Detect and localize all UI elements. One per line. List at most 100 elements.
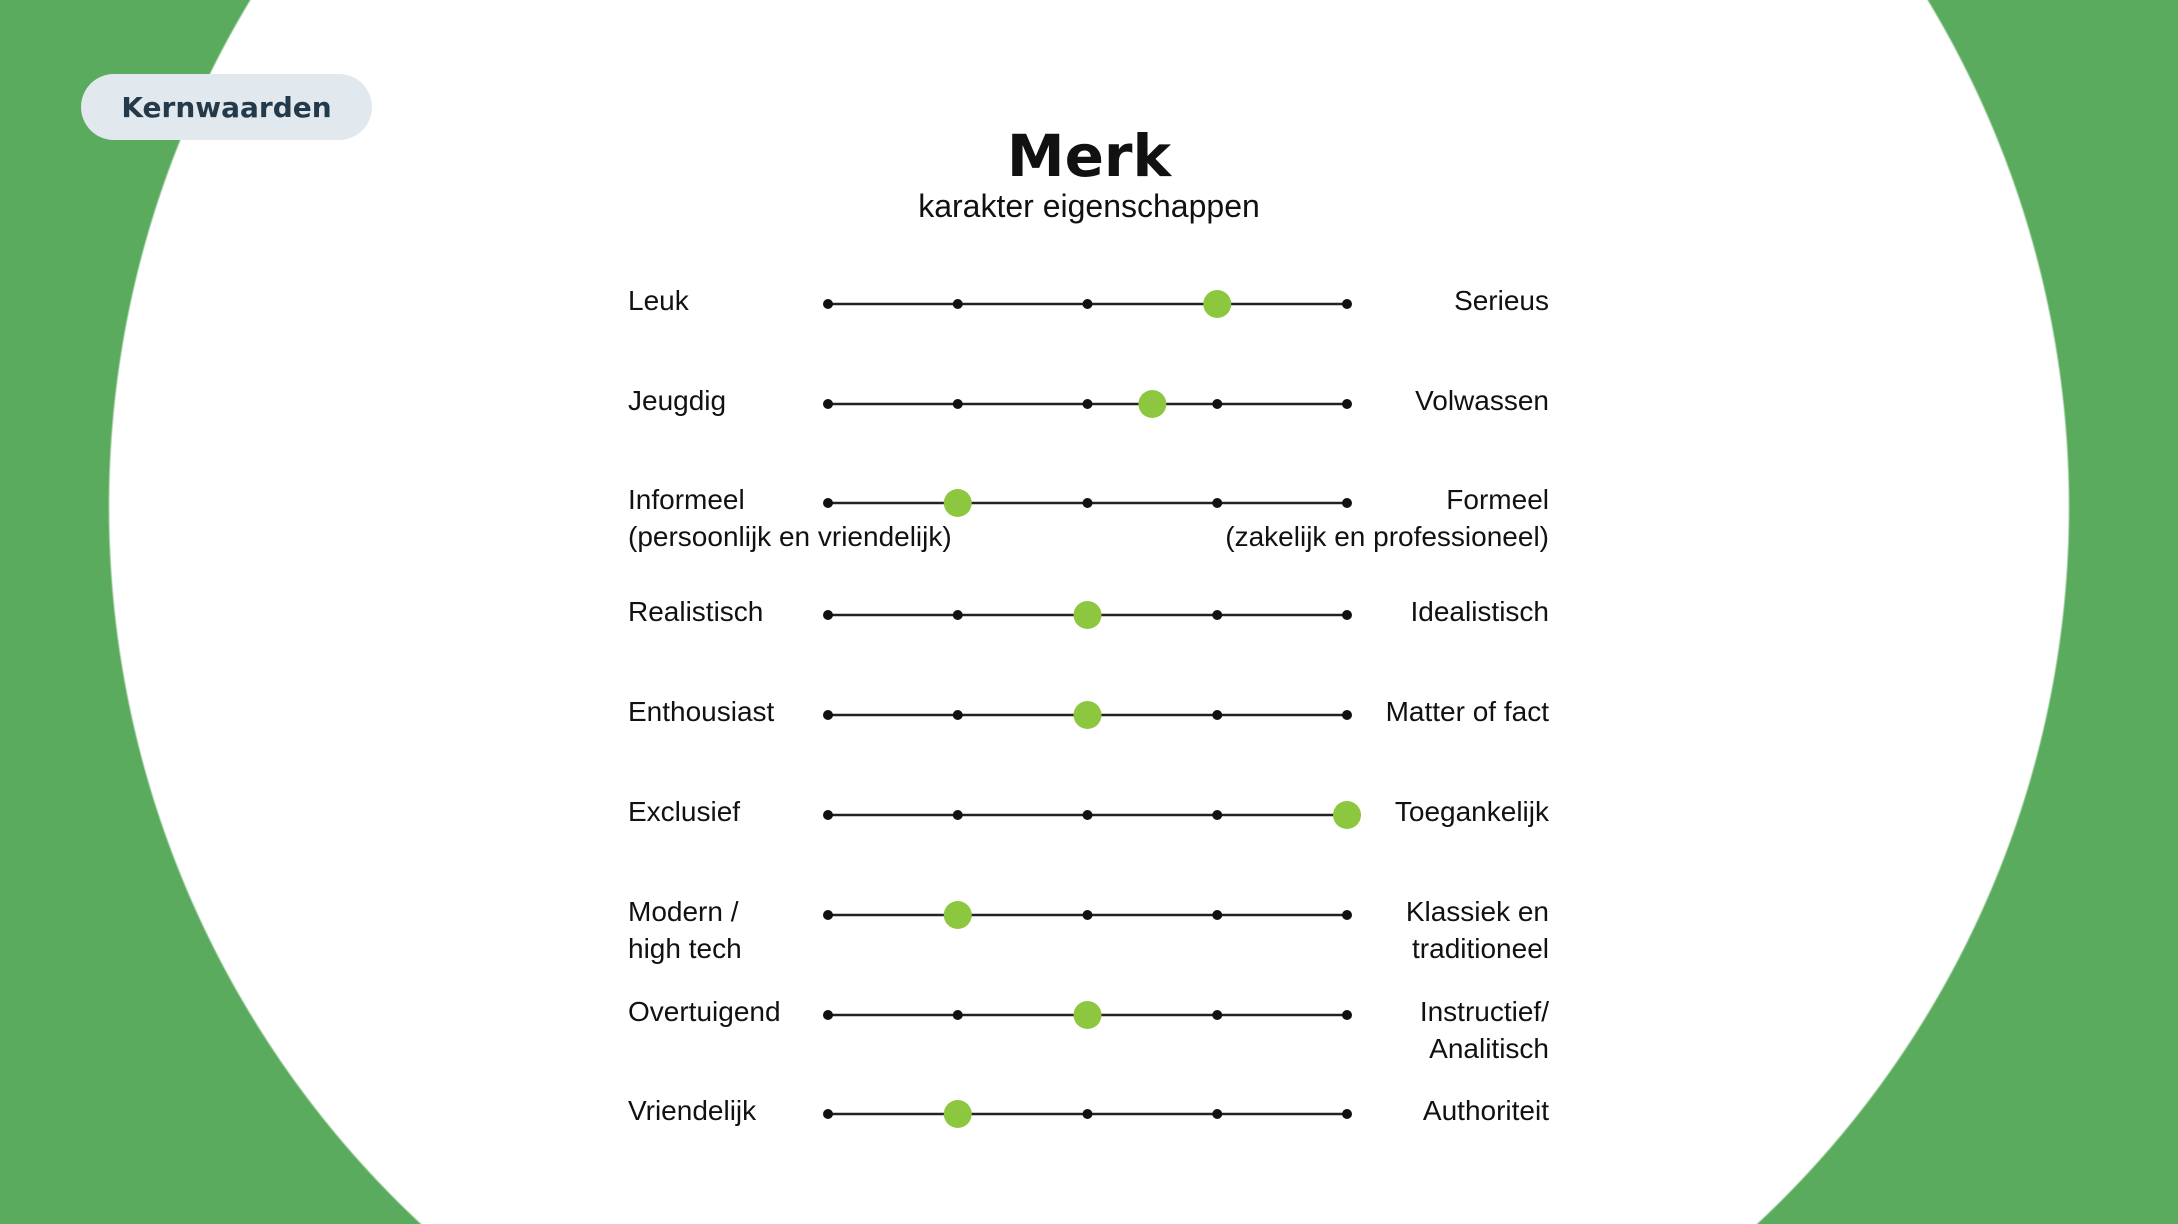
left-label-main: Overtuigend <box>628 996 781 1027</box>
scale-tick <box>952 399 963 409</box>
scale-tick <box>823 610 833 620</box>
left-label-main: Modern / <box>628 896 739 927</box>
right-label-sub: (zakelijk en professioneel) <box>1225 521 1549 552</box>
right-label: Idealistisch <box>1410 593 1549 630</box>
scale-tick <box>1082 810 1093 820</box>
scale-tick <box>1082 498 1093 508</box>
scale-tick <box>952 1010 963 1020</box>
right-label-main: Matter of fact <box>1385 696 1549 727</box>
left-label: Exclusief <box>628 793 740 830</box>
right-label: Serieus <box>1454 282 1549 319</box>
page-title: Merk <box>1006 122 1172 190</box>
left-label-sub: high tech <box>628 933 742 964</box>
scale-tick <box>1212 710 1223 720</box>
right-label: Klassiek en traditioneel <box>1406 893 1549 967</box>
left-label-main: Vriendelijk <box>628 1095 757 1126</box>
left-label: Enthousiast <box>628 693 774 730</box>
scale-marker <box>1138 390 1167 418</box>
scale-marker <box>1073 601 1102 629</box>
right-label: Matter of fact <box>1386 693 1549 730</box>
left-label-main: Enthousiast <box>628 696 775 727</box>
right-label-main: Toegankelijk <box>1394 796 1549 827</box>
scale-tick <box>1342 399 1352 409</box>
right-label-sub: traditioneel <box>1412 933 1549 964</box>
scale-row <box>823 1100 1352 1128</box>
right-label: Instructief/Analitisch <box>1420 993 1549 1067</box>
left-label: Vriendelijk <box>628 1092 756 1129</box>
scale-marker <box>943 489 972 517</box>
scale-marker <box>1073 1001 1102 1029</box>
scale-tick <box>823 399 833 409</box>
right-label: Toegankelijk <box>1395 793 1549 830</box>
scale-tick <box>1212 910 1223 920</box>
right-label: Volwassen <box>1415 382 1549 419</box>
scale-tick <box>1212 498 1223 508</box>
left-label-main: Leuk <box>628 285 689 316</box>
left-label: Informeel (persoonlijk en vriendelijk) <box>628 481 952 555</box>
scale-tick <box>1212 1109 1223 1119</box>
scale-tick <box>952 810 963 820</box>
scale-tick <box>823 1109 833 1119</box>
scale-tick <box>823 810 833 820</box>
left-label: Jeugdig <box>628 382 726 419</box>
scale-tick <box>1342 498 1352 508</box>
left-label-main: Exclusief <box>628 796 741 827</box>
scale-row <box>823 901 1352 929</box>
right-label-main: Authoriteit <box>1422 1095 1549 1126</box>
scale-row <box>823 701 1352 729</box>
scale-marker <box>1073 701 1102 729</box>
scale-tick <box>1342 710 1352 720</box>
scale-tick <box>1342 610 1352 620</box>
scale-tick <box>1342 1109 1352 1119</box>
scale-row <box>823 390 1352 418</box>
scale-marker <box>943 1100 972 1128</box>
section-badge: Kernwaarden <box>81 74 372 140</box>
scale-tick <box>1082 1109 1093 1119</box>
scale-tick <box>823 1010 833 1020</box>
right-label-main: Klassiek en <box>1405 896 1549 927</box>
left-label: Overtuigend <box>628 993 781 1030</box>
scale-row <box>823 290 1352 318</box>
left-label-main: Jeugdig <box>628 385 727 416</box>
scale-tick <box>952 710 963 720</box>
scale-marker <box>1333 801 1361 829</box>
scale-tick <box>823 910 833 920</box>
left-label: Leuk <box>628 282 689 319</box>
scale-tick <box>1082 399 1093 409</box>
left-label-main: Realistisch <box>628 596 764 627</box>
right-label-main: Volwassen <box>1415 385 1549 416</box>
scale-tick <box>1342 1010 1352 1020</box>
right-label: Formeel (zakelijk en professioneel) <box>1225 481 1549 555</box>
scale-tick <box>823 498 833 508</box>
scale-tick <box>1212 610 1223 620</box>
scale-row <box>823 601 1352 629</box>
badge-label: Kernwaarden <box>121 90 332 124</box>
scale-row <box>823 1001 1352 1029</box>
scale-tick <box>1212 810 1223 820</box>
scale-tick <box>1342 910 1352 920</box>
right-label-main: Formeel <box>1446 484 1549 515</box>
left-label-main: Informeel <box>628 484 745 515</box>
scale-tick <box>823 299 833 309</box>
right-label-main: Serieus <box>1454 285 1549 316</box>
left-label: Realistisch <box>628 593 763 630</box>
right-label-sub: Analitisch <box>1429 1033 1549 1064</box>
scale-row <box>823 801 1361 829</box>
left-label-sub: (persoonlijk en vriendelijk) <box>628 521 952 552</box>
scale-tick <box>1212 1010 1223 1020</box>
right-label: Authoriteit <box>1423 1092 1549 1129</box>
scale-tick <box>1342 299 1352 309</box>
scale-tick <box>952 299 963 309</box>
right-label-main: Idealistisch <box>1410 596 1549 627</box>
left-label: Modern / high tech <box>628 893 742 967</box>
scale-tick <box>1082 910 1093 920</box>
scale-marker <box>1203 290 1232 318</box>
scale-row <box>823 489 1352 517</box>
page-subtitle: karakter eigenschappen <box>918 188 1260 224</box>
scale-tick <box>952 610 963 620</box>
scale-marker <box>943 901 972 929</box>
scale-tick <box>823 710 833 720</box>
right-label-main: Instructief/ <box>1419 996 1549 1027</box>
